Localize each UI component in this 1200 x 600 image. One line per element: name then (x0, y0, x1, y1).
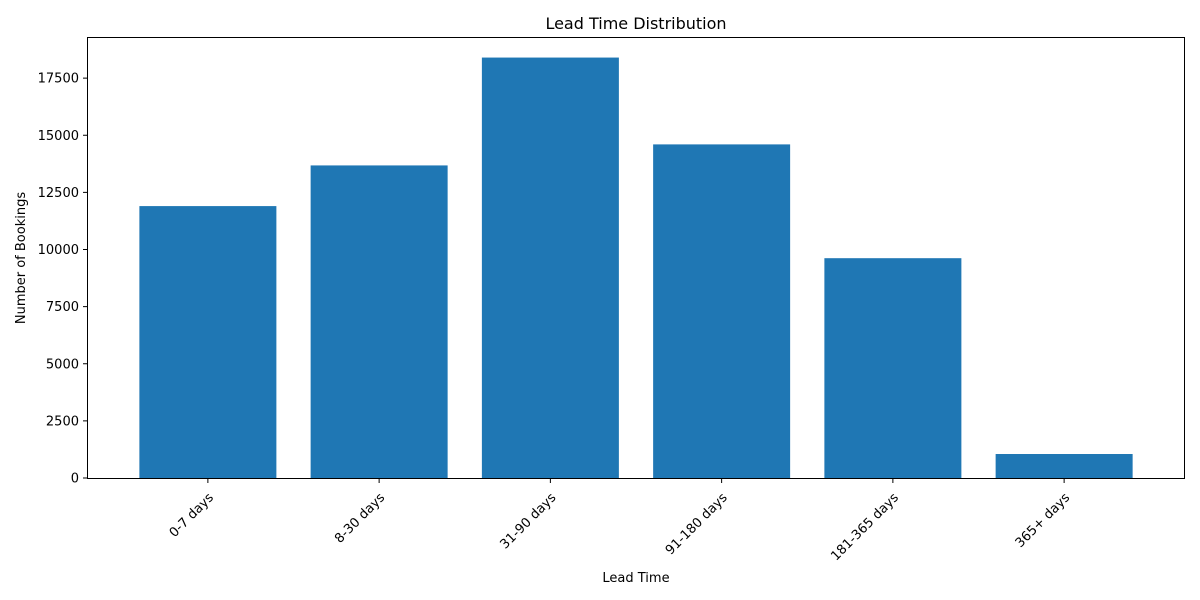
bar-0 (139, 206, 277, 478)
y-tick-label: 12500 (38, 186, 79, 201)
bar-4 (824, 258, 962, 478)
bar-1 (310, 165, 448, 479)
x-axis-label: Lead Time (602, 571, 669, 586)
y-tick-label: 10000 (38, 243, 79, 258)
y-tick-label: 15000 (38, 129, 79, 144)
plot-frame (87, 37, 1185, 479)
y-tick-label: 5000 (46, 357, 79, 372)
y-axis: 0 2500 5000 7500 10000 12500 15000 17500 (38, 72, 88, 487)
y-tick-label: 17500 (38, 72, 79, 87)
y-tick-label: 7500 (46, 300, 79, 315)
y-tick-label: 2500 (46, 414, 79, 429)
bar-2 (481, 57, 619, 479)
chart-title: Lead Time Distribution (545, 14, 726, 33)
y-axis-label: Number of Bookings (14, 192, 29, 324)
bar-3 (653, 144, 791, 478)
bar-5 (995, 454, 1133, 478)
y-tick-label: 0 (71, 472, 79, 487)
bar-group (139, 57, 1133, 479)
